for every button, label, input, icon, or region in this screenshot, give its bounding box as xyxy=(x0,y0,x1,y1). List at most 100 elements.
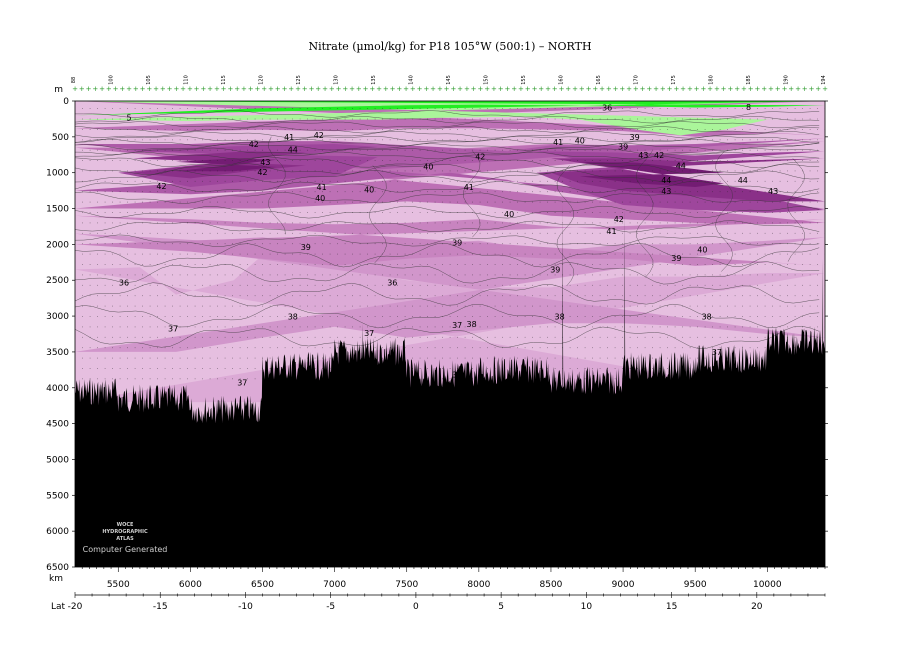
sample-dot xyxy=(164,201,166,203)
sample-dot xyxy=(217,326,218,328)
sample-dot xyxy=(359,191,361,193)
sample-dot xyxy=(352,264,353,265)
sample-dot xyxy=(127,108,128,109)
sample-dot xyxy=(502,316,503,317)
sample-dot xyxy=(112,160,113,161)
contour-label: 40 xyxy=(423,163,433,172)
sample-dot xyxy=(157,232,158,234)
sample-dot xyxy=(479,222,481,224)
sample-dot xyxy=(584,336,586,338)
sample-dot xyxy=(127,201,128,203)
sample-dot xyxy=(427,243,428,245)
contour-label: 39 xyxy=(301,243,311,252)
sample-dot xyxy=(224,295,226,297)
sample-dot xyxy=(292,118,293,120)
sample-dot xyxy=(532,305,533,307)
sample-dot xyxy=(637,316,638,317)
sample-dot xyxy=(487,264,488,265)
sample-dot xyxy=(637,160,638,161)
sample-dot xyxy=(247,139,248,141)
sample-dot xyxy=(569,170,571,172)
sample-dot xyxy=(569,316,571,317)
sample-dot xyxy=(697,170,698,172)
sample-dot xyxy=(554,232,556,234)
sample-dot xyxy=(494,129,496,130)
sample-dot xyxy=(307,212,308,213)
sample-dot xyxy=(127,149,128,151)
sample-dot xyxy=(232,253,233,255)
sample-dot xyxy=(674,129,676,130)
sample-dot xyxy=(584,118,586,120)
sample-dot xyxy=(802,118,803,120)
sample-dot xyxy=(607,357,608,359)
sample-dot xyxy=(487,191,488,193)
sample-dot xyxy=(239,191,241,193)
sample-dot xyxy=(299,191,301,193)
sample-dot xyxy=(809,149,811,151)
sample-dot xyxy=(142,347,143,349)
sample-dot xyxy=(149,347,151,349)
sample-dot xyxy=(164,118,166,120)
station-marker: + xyxy=(565,85,571,93)
sample-dot xyxy=(427,264,428,265)
station-marker: + xyxy=(653,85,659,93)
sample-dot xyxy=(809,336,811,338)
sample-dot xyxy=(494,191,496,193)
sample-dot xyxy=(764,295,766,297)
sample-dot xyxy=(194,129,196,130)
sample-dot xyxy=(712,139,713,141)
sample-dot xyxy=(134,347,136,349)
sample-dot xyxy=(172,139,173,141)
sample-dot xyxy=(389,264,391,265)
sample-dot xyxy=(157,160,158,161)
sample-dot xyxy=(112,222,113,224)
sample-dot xyxy=(374,108,376,109)
sample-dot xyxy=(119,243,121,245)
sample-dot xyxy=(247,232,248,234)
sample-dot xyxy=(277,357,278,359)
sample-dot xyxy=(337,336,338,338)
sample-dot xyxy=(539,305,541,307)
sample-dot xyxy=(539,129,541,130)
sample-dot xyxy=(374,222,376,224)
sample-dot xyxy=(194,295,196,297)
sample-dot xyxy=(644,170,646,172)
sample-dot xyxy=(809,284,811,286)
sample-dot xyxy=(389,129,391,130)
sample-dot xyxy=(584,222,586,224)
sample-dot xyxy=(539,326,541,328)
sample-dot xyxy=(449,316,451,317)
sample-dot xyxy=(629,222,631,224)
contour-label: 44 xyxy=(676,162,686,171)
contour-line-1 xyxy=(75,115,820,124)
sample-dot xyxy=(247,357,248,359)
sample-dot xyxy=(119,129,121,130)
sample-dot xyxy=(794,108,796,109)
sample-dot xyxy=(202,222,203,224)
sample-dot xyxy=(344,108,346,109)
sample-dot xyxy=(794,201,796,203)
sample-dot xyxy=(449,295,451,297)
sample-dot xyxy=(427,326,428,328)
sample-dot xyxy=(239,326,241,328)
sample-dot xyxy=(719,264,721,265)
sample-dot xyxy=(149,378,151,380)
sample-dot xyxy=(82,336,83,338)
sample-dot xyxy=(232,378,233,380)
vertical-contour-2 xyxy=(556,165,575,287)
sample-dot xyxy=(817,201,818,203)
contour-line-10 xyxy=(75,155,820,169)
sample-dot xyxy=(712,149,713,151)
sample-dot xyxy=(494,336,496,338)
sample-dot xyxy=(457,212,458,213)
sample-dot xyxy=(262,284,263,286)
sample-dot xyxy=(517,243,518,245)
sample-dot xyxy=(217,347,218,349)
sample-dot xyxy=(412,170,413,172)
sample-dot xyxy=(667,368,668,369)
sample-dot xyxy=(209,284,211,286)
sample-dot xyxy=(224,326,226,328)
sample-dot xyxy=(622,149,623,151)
sample-dot xyxy=(112,295,113,297)
y-tick-label: 1000 xyxy=(46,169,69,179)
